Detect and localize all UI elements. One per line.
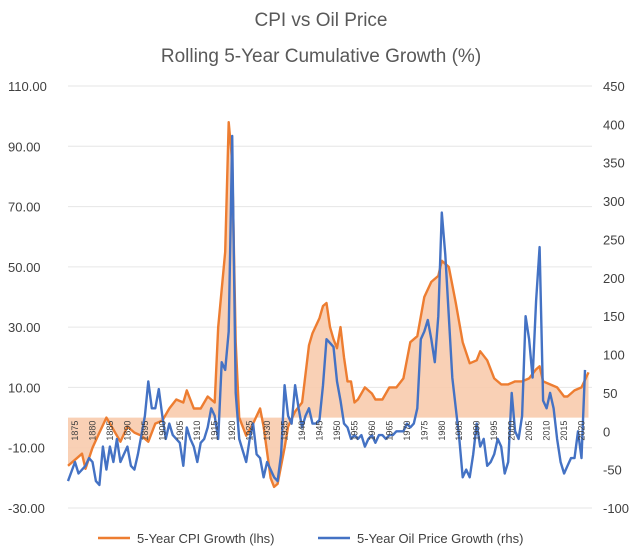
- x-tick-1885: 1885: [105, 421, 115, 441]
- x-axis: 1875 1880 1885 1890 1895 1900 1905 1910 1915 1920…: [70, 421, 587, 441]
- y-left-tick-3: 50.00: [8, 260, 41, 275]
- x-tick-1950: 1950: [332, 421, 342, 441]
- x-tick-1875: 1875: [70, 421, 80, 441]
- y-right-tick-10: -50: [603, 463, 622, 478]
- cpi-area-layer: [68, 122, 589, 487]
- y-left-tick-0: 110.00: [8, 79, 47, 94]
- y-right-tick-3: 300: [603, 194, 625, 209]
- x-tick-1935: 1935: [280, 421, 290, 441]
- legend-label-cpi: 5-Year CPI Growth (lhs): [137, 531, 275, 546]
- y-left-tick-4: 30.00: [8, 320, 41, 335]
- series-layer: [66, 120, 590, 489]
- x-tick-1930: 1930: [262, 421, 272, 441]
- oil-growth-line: [66, 134, 587, 487]
- x-tick-1995: 1995: [489, 421, 499, 441]
- x-tick-2000: 2000: [507, 421, 517, 441]
- x-tick-1990: 1990: [472, 421, 482, 441]
- y-right-tick-11: -100: [603, 501, 629, 516]
- y-right-tick-5: 200: [603, 271, 625, 286]
- x-tick-1890: 1890: [122, 421, 132, 441]
- y-left-tick-5: 10.00: [8, 380, 41, 395]
- x-tick-1960: 1960: [367, 421, 377, 441]
- y-left-tick-7: -30.00: [8, 501, 45, 516]
- y-right-tick-6: 150: [603, 309, 625, 324]
- x-tick-1985: 1985: [454, 421, 464, 441]
- x-tick-1905: 1905: [175, 421, 185, 441]
- y-axis-right: 450 400 350 300 250 200 150 100 50 0 -50 -100: [603, 79, 629, 516]
- y-right-tick-0: 450: [603, 79, 625, 94]
- chart-title: CPI vs Oil Price: [254, 10, 387, 31]
- x-tick-1880: 1880: [87, 421, 97, 441]
- chart-subtitle: Rolling 5-Year Cumulative Growth (%): [161, 46, 481, 67]
- x-tick-1900: 1900: [157, 421, 167, 441]
- y-left-tick-1: 90.00: [8, 139, 41, 154]
- y-axis-left: 110.00 90.00 70.00 50.00 30.00 10.00 -10.00 -30…: [8, 79, 47, 516]
- y-right-tick-4: 250: [603, 232, 625, 247]
- x-tick-1920: 1920: [227, 421, 237, 441]
- legend: 5-Year CPI Growth (lhs) 5-Year Oil Price…: [98, 531, 523, 546]
- y-left-tick-6: -10.00: [8, 441, 45, 456]
- cpi-growth-line: [67, 120, 590, 489]
- x-tick-1980: 1980: [437, 421, 447, 441]
- x-tick-1955: 1955: [349, 421, 359, 441]
- x-tick-1945: 1945: [315, 421, 325, 441]
- x-tick-1910: 1910: [192, 421, 202, 441]
- x-tick-1940: 1940: [297, 421, 307, 441]
- x-tick-1965: 1965: [384, 421, 394, 441]
- x-tick-1925: 1925: [245, 421, 255, 441]
- x-tick-1895: 1895: [140, 421, 150, 441]
- y-left-tick-2: 70.00: [8, 200, 41, 215]
- x-tick-2005: 2005: [524, 421, 534, 441]
- x-tick-2020: 2020: [577, 421, 587, 441]
- x-tick-2015: 2015: [559, 421, 569, 441]
- gridlines: [68, 85, 592, 509]
- y-right-tick-2: 350: [603, 156, 625, 171]
- x-tick-1915: 1915: [210, 421, 220, 441]
- x-tick-2010: 2010: [542, 421, 552, 441]
- x-tick-1975: 1975: [419, 421, 429, 441]
- cpi-area: [68, 122, 589, 487]
- y-right-tick-8: 50: [603, 386, 617, 401]
- y-right-tick-1: 400: [603, 117, 625, 132]
- y-right-tick-7: 100: [603, 348, 625, 363]
- y-right-tick-9: 0: [603, 424, 610, 439]
- x-tick-1970: 1970: [402, 421, 412, 441]
- legend-label-oil: 5-Year Oil Price Growth (rhs): [357, 531, 523, 546]
